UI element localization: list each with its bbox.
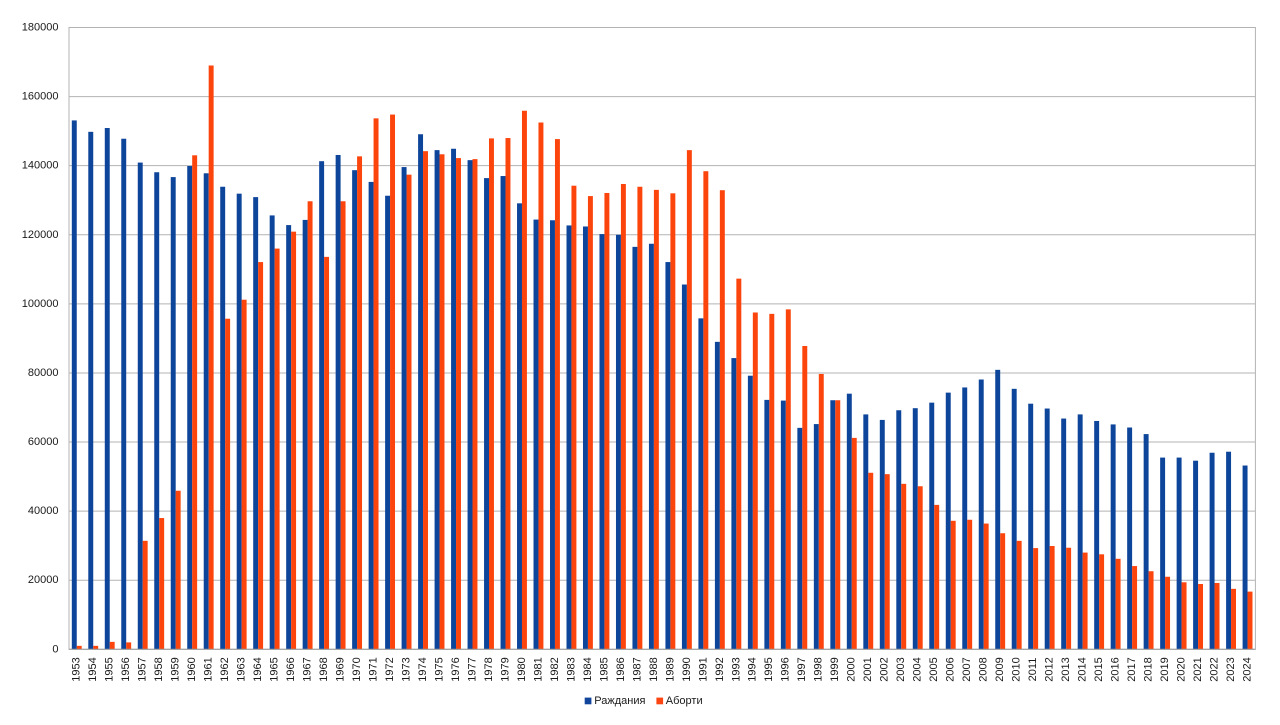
svg-text:1970: 1970	[351, 657, 363, 681]
svg-text:1998: 1998	[813, 657, 825, 681]
svg-text:2003: 2003	[895, 657, 907, 681]
svg-text:2010: 2010	[1011, 657, 1023, 681]
svg-text:2016: 2016	[1110, 657, 1122, 681]
svg-text:1958: 1958	[153, 657, 165, 681]
svg-text:1994: 1994	[747, 657, 759, 681]
svg-text:160000: 160000	[22, 91, 59, 103]
svg-text:1965: 1965	[269, 657, 281, 681]
svg-text:1985: 1985	[598, 657, 610, 681]
svg-text:20000: 20000	[28, 574, 59, 586]
svg-text:1991: 1991	[697, 657, 709, 681]
svg-text:1996: 1996	[780, 657, 792, 681]
svg-text:2017: 2017	[1126, 657, 1138, 681]
svg-text:2019: 2019	[1159, 657, 1171, 681]
svg-text:1963: 1963	[236, 657, 248, 681]
svg-text:1997: 1997	[796, 657, 808, 681]
svg-text:100000: 100000	[22, 298, 59, 310]
svg-text:1968: 1968	[318, 657, 330, 681]
svg-text:2015: 2015	[1093, 657, 1105, 681]
svg-text:1989: 1989	[664, 657, 676, 681]
svg-text:2023: 2023	[1225, 657, 1237, 681]
svg-text:1978: 1978	[483, 657, 495, 681]
svg-text:2012: 2012	[1044, 657, 1056, 681]
svg-text:2001: 2001	[862, 657, 874, 681]
svg-text:2002: 2002	[879, 657, 891, 681]
svg-text:1956: 1956	[120, 657, 132, 681]
svg-text:2009: 2009	[994, 657, 1006, 681]
svg-text:1981: 1981	[532, 657, 544, 681]
svg-text:1969: 1969	[334, 657, 346, 681]
svg-text:1967: 1967	[302, 657, 314, 681]
svg-text:40000: 40000	[28, 505, 59, 517]
svg-text:1988: 1988	[648, 657, 660, 681]
svg-text:1983: 1983	[565, 657, 577, 681]
svg-text:1957: 1957	[137, 657, 149, 681]
svg-text:60000: 60000	[28, 436, 59, 448]
svg-text:2021: 2021	[1192, 657, 1204, 681]
svg-text:80000: 80000	[28, 367, 59, 379]
svg-text:2013: 2013	[1060, 657, 1072, 681]
svg-text:0: 0	[52, 643, 58, 655]
svg-text:1954: 1954	[87, 657, 99, 681]
svg-text:1979: 1979	[499, 657, 511, 681]
svg-text:2024: 2024	[1241, 657, 1253, 681]
svg-text:140000: 140000	[22, 160, 59, 172]
svg-text:2008: 2008	[978, 657, 990, 681]
svg-text:1964: 1964	[252, 657, 264, 681]
svg-text:1993: 1993	[730, 657, 742, 681]
svg-text:1990: 1990	[681, 657, 693, 681]
svg-text:1977: 1977	[466, 657, 478, 681]
svg-text:1992: 1992	[714, 657, 726, 681]
svg-text:Раждания: Раждания	[594, 695, 645, 707]
svg-text:2011: 2011	[1027, 658, 1039, 682]
svg-text:1953: 1953	[71, 657, 83, 681]
svg-text:Аборти: Аборти	[666, 695, 703, 707]
svg-text:2022: 2022	[1208, 657, 1220, 681]
svg-text:1973: 1973	[400, 657, 412, 681]
svg-text:1962: 1962	[219, 657, 231, 681]
svg-text:1982: 1982	[549, 657, 561, 681]
svg-text:2020: 2020	[1175, 657, 1187, 681]
svg-text:1975: 1975	[433, 657, 445, 681]
svg-text:1999: 1999	[829, 657, 841, 681]
svg-text:1987: 1987	[631, 657, 643, 681]
svg-text:2000: 2000	[846, 657, 858, 681]
svg-text:1976: 1976	[450, 657, 462, 681]
svg-text:120000: 120000	[22, 229, 59, 241]
svg-text:2014: 2014	[1077, 657, 1089, 681]
svg-text:2018: 2018	[1143, 657, 1155, 681]
svg-text:1984: 1984	[582, 657, 594, 681]
svg-text:1959: 1959	[170, 657, 182, 681]
svg-text:1974: 1974	[417, 657, 429, 681]
svg-text:1960: 1960	[186, 657, 198, 681]
svg-text:2005: 2005	[928, 657, 940, 681]
svg-text:1961: 1961	[203, 657, 215, 681]
svg-text:2007: 2007	[961, 657, 973, 681]
svg-text:1986: 1986	[615, 657, 627, 681]
svg-text:1980: 1980	[516, 657, 528, 681]
svg-text:2004: 2004	[912, 657, 924, 681]
svg-text:1955: 1955	[104, 657, 116, 681]
svg-text:1995: 1995	[763, 657, 775, 681]
svg-text:1972: 1972	[384, 657, 396, 681]
svg-text:2006: 2006	[945, 657, 957, 681]
svg-text:1971: 1971	[367, 657, 379, 681]
svg-text:180000: 180000	[22, 22, 59, 34]
svg-text:1966: 1966	[285, 657, 297, 681]
